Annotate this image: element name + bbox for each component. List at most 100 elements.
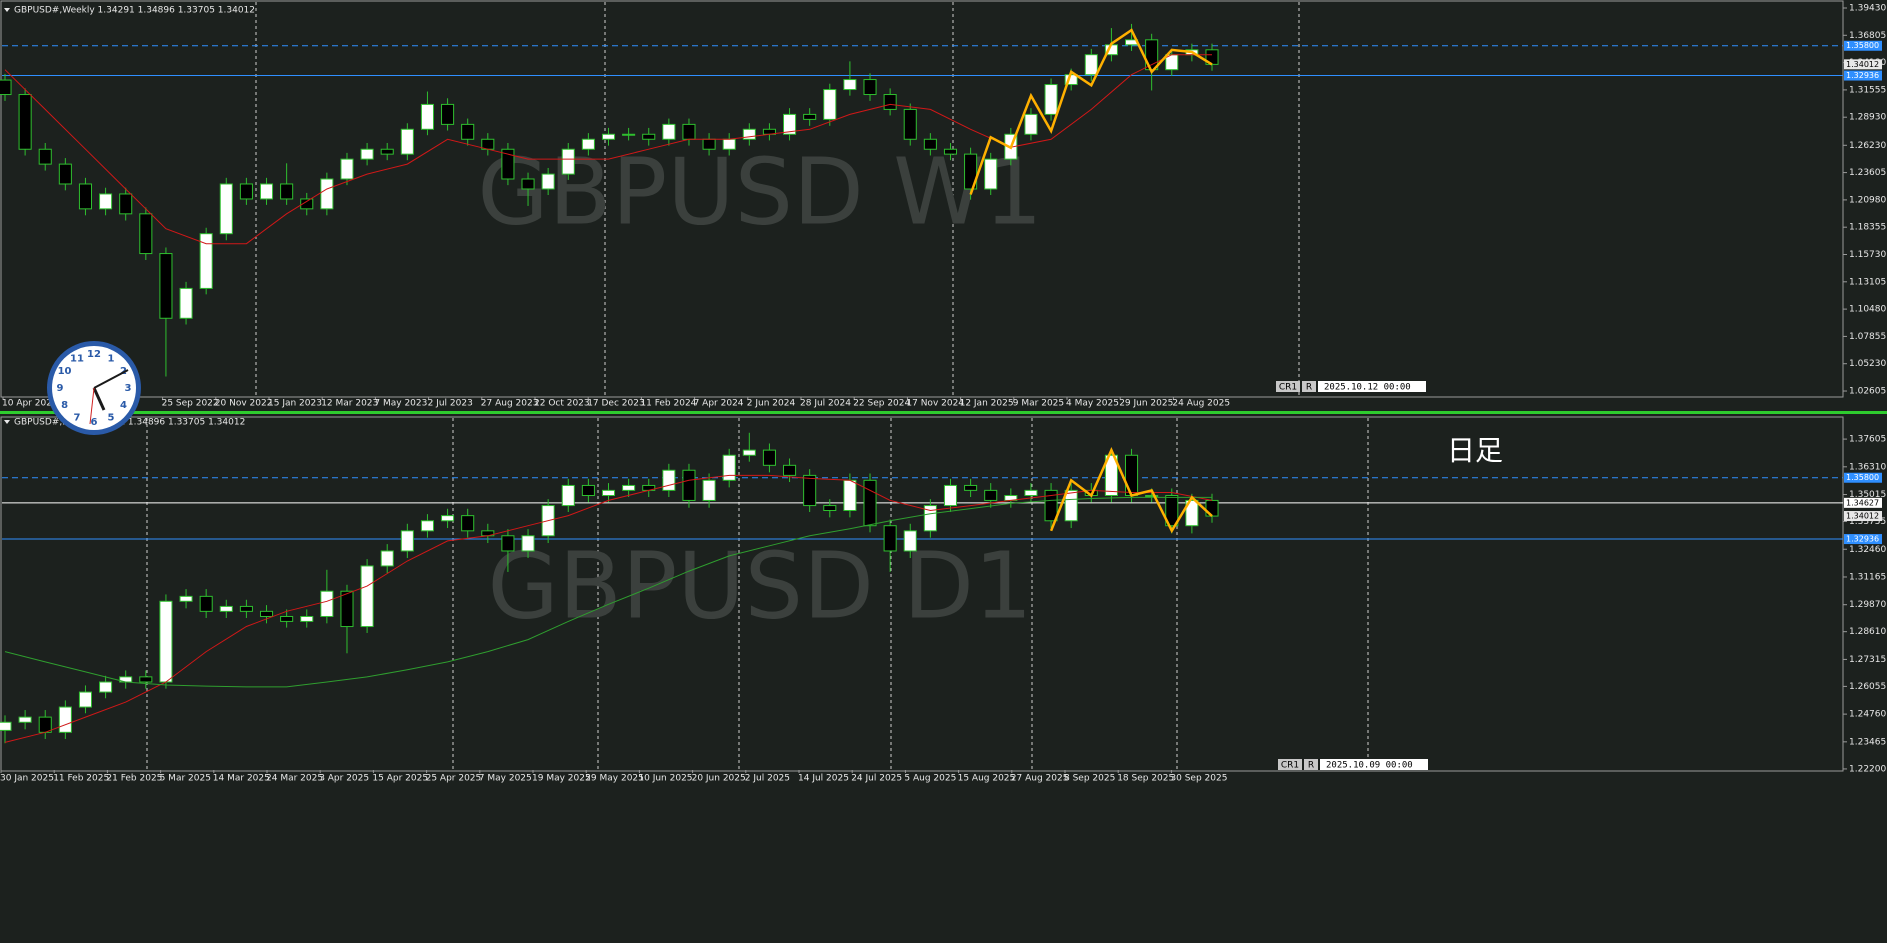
clock-numeral: 7 bbox=[74, 412, 81, 423]
clock-numeral: 5 bbox=[108, 412, 115, 423]
candle-body bbox=[360, 565, 374, 628]
candle-body bbox=[380, 550, 394, 567]
candle-body bbox=[239, 183, 253, 200]
x-tick-label: 17 Dec 2023 bbox=[587, 399, 645, 409]
candle-body bbox=[1104, 454, 1118, 497]
candle-body bbox=[883, 525, 897, 552]
cursor-box bbox=[1278, 759, 1302, 770]
y-tick-label: 1.36805 bbox=[1849, 31, 1886, 41]
y-tick-label: 1.13105 bbox=[1849, 277, 1886, 287]
y-tick-label: 1.36310 bbox=[1849, 462, 1886, 472]
cursor-box bbox=[1302, 381, 1316, 392]
candle-body bbox=[461, 123, 475, 140]
y-tick-label: 1.23605 bbox=[1849, 168, 1886, 178]
level-tag bbox=[1844, 70, 1882, 81]
candle-body bbox=[78, 183, 93, 210]
candle-body bbox=[783, 464, 797, 476]
candle-body bbox=[521, 535, 535, 552]
cursor-label: 2025.10.12 00:00 bbox=[1324, 383, 1411, 393]
x-tick-label: 2 Jul 2023 bbox=[428, 399, 473, 409]
candle-body bbox=[622, 484, 636, 491]
y-tick-label: 1.23465 bbox=[1849, 737, 1886, 747]
candle-body bbox=[823, 89, 837, 120]
watermark: GBPUSD D1 bbox=[487, 532, 1032, 639]
candle-body bbox=[742, 449, 756, 456]
candle-body bbox=[420, 103, 434, 130]
x-tick-label: 29 Jun 2025 bbox=[1119, 399, 1173, 409]
candle-body bbox=[803, 474, 817, 507]
y-tick-label: 1.26230 bbox=[1849, 141, 1886, 151]
y-tick-label: 1.26055 bbox=[1849, 682, 1886, 692]
candle-body bbox=[1024, 489, 1038, 497]
candle-body bbox=[78, 691, 93, 708]
candle-body bbox=[642, 133, 656, 140]
candle-body bbox=[18, 94, 32, 150]
x-tick-label: 14 Mar 2025 bbox=[213, 774, 270, 784]
candle-body bbox=[943, 484, 958, 507]
candle-body bbox=[601, 133, 616, 140]
y-tick-label: 1.33755 bbox=[1849, 517, 1886, 527]
candle-body bbox=[159, 253, 173, 319]
x-tick-label: 14 Jul 2025 bbox=[798, 774, 849, 784]
level-tag bbox=[1844, 40, 1882, 51]
bottom-frame bbox=[0, 416, 1844, 772]
candle-body bbox=[662, 123, 676, 140]
candle-body bbox=[863, 479, 877, 527]
x-tick-label: 30 Sep 2025 bbox=[1170, 774, 1227, 784]
clock-numeral: 11 bbox=[70, 354, 84, 365]
candle-body bbox=[662, 469, 676, 491]
candle-body bbox=[441, 515, 455, 522]
level-label: 1.34627 bbox=[1846, 498, 1879, 507]
period-separators bbox=[146, 2, 1369, 770]
candle-body bbox=[99, 193, 113, 210]
x-tick-label: 15 Aug 2025 bbox=[958, 774, 1016, 784]
candle-body bbox=[561, 148, 575, 175]
y-tick-label: 1.27315 bbox=[1849, 655, 1886, 665]
candle-body bbox=[943, 148, 958, 155]
clock-numeral: 9 bbox=[57, 383, 64, 394]
header-arrow bbox=[4, 420, 10, 424]
y-tick-label: 1.32460 bbox=[1849, 545, 1886, 555]
candle-body bbox=[1024, 113, 1038, 135]
y-tick-label: 1.29870 bbox=[1849, 600, 1886, 610]
x-tick-label: 25 Apr 2025 bbox=[426, 774, 482, 784]
candle-body bbox=[380, 148, 394, 155]
candle-body bbox=[1145, 495, 1159, 498]
x-tick-label: 7 May 2023 bbox=[374, 399, 427, 409]
candle-body bbox=[259, 610, 274, 617]
top-frame bbox=[0, 0, 1844, 398]
cursor-label: CR1 bbox=[1281, 761, 1299, 771]
y-tick-label: 1.28610 bbox=[1849, 627, 1886, 637]
x-tick-label: 4 May 2025 bbox=[1066, 399, 1119, 409]
candle-body bbox=[863, 79, 877, 96]
x-tick-label: 3 Apr 2025 bbox=[319, 774, 369, 784]
level-tag bbox=[1844, 534, 1882, 545]
x-tick-label: 27 Aug 2023 bbox=[481, 399, 539, 409]
moving-average bbox=[4, 474, 1213, 743]
level-tag bbox=[1844, 497, 1882, 508]
candle-body bbox=[58, 706, 72, 733]
candle-body bbox=[903, 530, 917, 552]
annotation: 日足 bbox=[1447, 434, 1503, 467]
candle-body bbox=[219, 183, 233, 235]
level-label: 1.32936 bbox=[1846, 71, 1879, 80]
clock-numeral: 4 bbox=[120, 400, 127, 411]
candle-body bbox=[99, 681, 113, 693]
x-tick-label: 21 Feb 2025 bbox=[106, 774, 162, 784]
candle-body bbox=[280, 183, 294, 200]
clock-numeral: 8 bbox=[61, 400, 68, 411]
candle-body bbox=[622, 133, 636, 136]
candle-body bbox=[219, 605, 233, 612]
x-tick-label: 24 Aug 2025 bbox=[1172, 399, 1230, 409]
cursor-box bbox=[1318, 381, 1426, 392]
candle-body bbox=[1044, 489, 1058, 522]
x-tick-label: 24 Jul 2025 bbox=[851, 774, 902, 784]
y-tick-label: 1.18355 bbox=[1849, 223, 1886, 233]
chart-header: GBPUSD#,Daily 1.34291 1.34896 1.33705 1.… bbox=[14, 418, 245, 428]
candle-body bbox=[259, 183, 274, 200]
clock-numeral: 12 bbox=[87, 349, 101, 360]
y-tick-label: 1.35015 bbox=[1849, 490, 1886, 500]
x-tick-label: 20 Nov 2022 bbox=[215, 399, 273, 409]
candle-body bbox=[923, 505, 937, 532]
